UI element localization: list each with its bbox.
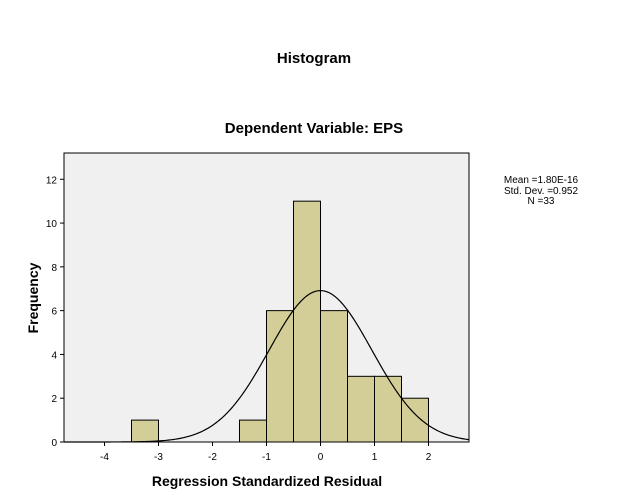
histogram-bar [374,375,402,443]
normal-curve [64,290,470,443]
y-tick-label: 12 [46,175,58,186]
y-axis-label: Frequency [25,262,41,333]
histogram-bar [320,310,348,443]
x-tick-label: 0 [318,452,324,463]
x-tick-label: 1 [372,452,378,463]
x-tick-label: 2 [426,452,432,463]
x-tick-label: -3 [154,452,163,463]
histogram-bar [293,200,321,443]
histogram-bar [131,419,159,443]
x-axis-ticks: -4 -3 -2 -1 0 1 2 [100,442,432,463]
stats-std-dev: Std. Dev. =0.952 [504,186,578,197]
y-tick-label: 8 [51,263,57,274]
chart-title: Histogram [277,50,351,67]
histogram-bar [347,375,375,443]
y-tick-label: 2 [51,394,57,405]
y-tick-label: 10 [46,219,58,230]
x-axis-label: Regression Standardized Residual [152,473,382,489]
bars-group [131,200,429,443]
y-axis-ticks: 0 2 4 6 8 10 12 [46,175,64,449]
y-tick-label: 4 [51,350,57,361]
histogram-bar [239,419,267,443]
stats-n: N =33 [528,196,555,207]
histogram-bar [401,397,429,443]
stats-box: Mean =1.80E-16 Std. Dev. =0.952 N =33 [504,175,579,207]
x-tick-label: -1 [262,452,271,463]
chart-subtitle: Dependent Variable: EPS [225,120,403,137]
stats-mean: Mean =1.80E-16 [504,175,579,186]
x-tick-label: -2 [208,452,217,463]
y-tick-label: 6 [51,307,57,318]
y-tick-label: 0 [51,438,57,449]
x-tick-label: -4 [100,452,109,463]
